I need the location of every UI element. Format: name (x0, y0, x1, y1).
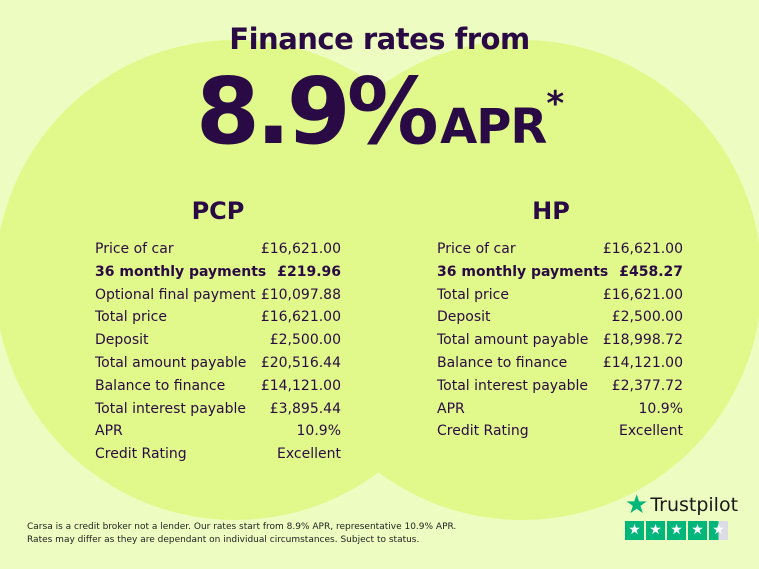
headline: Finance rates from (229, 22, 530, 56)
trustpilot-badge: ★ Trustpilot ★ ★ ★ ★ ★ (625, 490, 739, 540)
table-row: Total interest payable £2,377.72 (437, 375, 683, 398)
row-label: Balance to finance (95, 377, 226, 394)
row-value: £14,121.00 (602, 354, 683, 371)
row-label: Credit Rating (437, 423, 529, 440)
row-value: £16,621.00 (602, 286, 683, 303)
table-row: Total amount payable £20,516.44 (95, 352, 341, 375)
table-row: Price of car £16,621.00 (95, 238, 341, 261)
hp-table: Price of car £16,621.00 36 monthly payment… (437, 238, 683, 443)
pcp-table: Price of car £16,621.00 36 monthly payment… (95, 238, 341, 466)
row-label: Price of car (95, 241, 174, 257)
row-label: Total interest payable (95, 400, 247, 417)
row-label: Total amount payable (437, 332, 589, 349)
row-value: £2,377.72 (611, 377, 683, 394)
hp-heading: HP (532, 197, 570, 225)
rating-star-icon: ★ (709, 521, 728, 540)
row-label: Balance to finance (437, 354, 568, 371)
rating-star-icon: ★ (625, 521, 644, 540)
star-icon: ★ (625, 490, 649, 520)
pcp-heading: PCP (191, 197, 245, 225)
rate-suffix: APR (440, 99, 547, 155)
row-value: £20,516.44 (260, 354, 341, 371)
row-label: Deposit (437, 309, 491, 326)
row-value: £3,895.44 (269, 400, 341, 417)
row-label: Total amount payable (95, 354, 247, 371)
table-row: Price of car £16,621.00 (437, 238, 683, 261)
rating-star-icon: ★ (667, 521, 686, 540)
table-row: APR 10.9% (95, 420, 341, 443)
row-value: £2,500.00 (269, 332, 341, 349)
table-row: Balance to finance £14,121.00 (95, 375, 341, 398)
rating-star-icon: ★ (646, 521, 665, 540)
row-value: Excellent (277, 446, 341, 463)
row-value: £18,998.72 (602, 332, 683, 349)
row-label: Total price (437, 286, 509, 303)
row-label: Total price (95, 309, 167, 326)
row-value: £10,097.88 (260, 286, 341, 303)
table-row: Credit Rating Excellent (437, 420, 683, 443)
table-row: Total price £16,621.00 (437, 284, 683, 307)
row-value: £458.27 (619, 263, 683, 280)
row-value: Excellent (619, 423, 683, 440)
row-label: Deposit (95, 332, 149, 349)
table-row: 36 monthly payments £458.27 (437, 261, 683, 284)
row-value: £16,621.00 (260, 309, 341, 326)
table-row: Credit Rating Excellent (95, 443, 341, 466)
rate-display: 8.9% APR* (0, 62, 759, 162)
row-label: 36 monthly payments (437, 263, 609, 280)
disclaimer: Carsa is a credit broker not a lender. O… (27, 521, 456, 547)
row-value: £16,621.00 (602, 241, 683, 257)
disclaimer-line-1: Carsa is a credit broker not a lender. O… (27, 522, 457, 532)
row-label: Total interest payable (437, 377, 589, 394)
asterisk: * (546, 84, 564, 124)
row-value: 10.9% (296, 423, 341, 440)
row-label: Credit Rating (95, 446, 187, 463)
row-value: £2,500.00 (611, 309, 683, 326)
row-label: 36 monthly payments (95, 263, 267, 280)
row-label: APR (95, 423, 123, 440)
rating-star-icon: ★ (688, 521, 707, 540)
table-row: Total interest payable £3,895.44 (95, 398, 341, 421)
trustpilot-rating: ★ ★ ★ ★ ★ (625, 521, 738, 540)
table-row: Deposit £2,500.00 (95, 329, 341, 352)
disclaimer-line-2: Rates may differ as they are dependant o… (27, 535, 420, 545)
row-label: Optional final payment (95, 286, 256, 303)
table-row: Optional final payment £10,097.88 (95, 284, 341, 307)
decorative-circle-right (282, 40, 759, 520)
table-row: Total amount payable £18,998.72 (437, 329, 683, 352)
table-row: Deposit £2,500.00 (437, 306, 683, 329)
table-row: Total price £16,621.00 (95, 306, 341, 329)
trustpilot-name: Trustpilot (650, 494, 739, 516)
table-row: APR 10.9% (437, 398, 683, 421)
table-row: Balance to finance £14,121.00 (437, 352, 683, 375)
row-label: Price of car (437, 241, 516, 257)
row-label: APR (437, 400, 465, 417)
row-value: 10.9% (638, 400, 683, 417)
rate-value: 8.9% (195, 58, 439, 165)
table-row: 36 monthly payments £219.96 (95, 261, 341, 284)
row-value: £14,121.00 (260, 377, 341, 394)
row-value: £16,621.00 (260, 241, 341, 257)
row-value: £219.96 (277, 263, 341, 280)
